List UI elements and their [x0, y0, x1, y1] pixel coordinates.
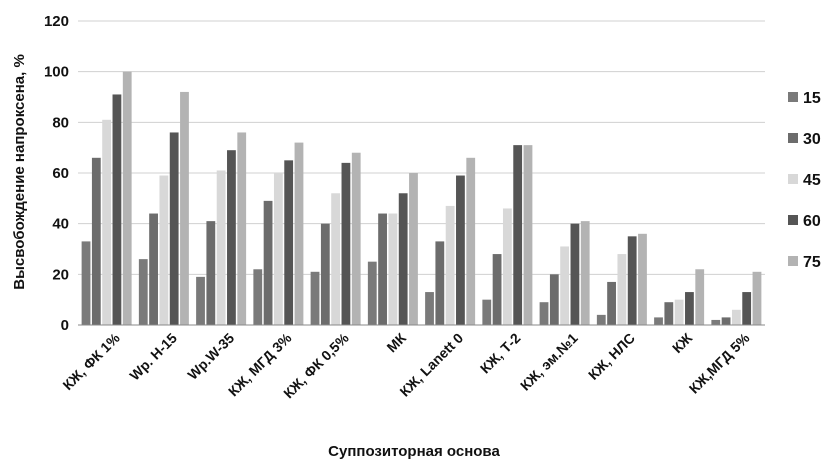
y-tick-label: 0	[61, 317, 69, 334]
bar-45-10	[617, 254, 627, 325]
bar-60-8	[513, 145, 523, 325]
x-category-label: МК	[383, 329, 409, 355]
legend-swatch-15	[788, 92, 798, 102]
bar-15-2	[138, 259, 148, 325]
bar-30-1	[91, 157, 101, 325]
legend-swatch-60	[788, 215, 798, 225]
bar-45-8	[502, 208, 512, 325]
y-tick-label: 100	[44, 64, 69, 81]
x-category-label: КЖ	[669, 330, 696, 357]
bar-60-2	[169, 132, 179, 325]
bar-75-3	[237, 132, 247, 325]
legend-label: 45	[803, 172, 821, 189]
x-category-label: КЖ, эм.№1	[517, 330, 581, 394]
legend-swatch-30	[788, 133, 798, 143]
bar-45-12	[731, 309, 741, 325]
bar-30-6	[378, 213, 387, 325]
bar-15-1	[81, 241, 91, 325]
bar-75-8	[523, 145, 533, 325]
y-axis-title: Высвобождение напроксена, %	[11, 54, 28, 290]
bar-75-10	[638, 233, 647, 325]
bar-30-3	[206, 221, 216, 325]
bar-15-10	[596, 314, 606, 325]
bar-15-8	[482, 299, 492, 325]
bar-60-4	[284, 160, 294, 325]
bar-45-4	[273, 173, 283, 325]
bar-60-9	[570, 223, 580, 325]
bar-45-9	[560, 246, 570, 325]
bar-30-12	[721, 317, 731, 325]
bar-60-10	[627, 236, 637, 325]
x-axis-title: Суппозиторная основа	[328, 443, 500, 460]
bar-30-9	[549, 274, 559, 325]
bar-15-6	[367, 261, 377, 325]
bar-75-5	[351, 152, 361, 325]
bar-75-1	[122, 71, 132, 326]
y-tick-label: 20	[52, 266, 69, 283]
x-category-label: КЖ, НЛС	[585, 330, 638, 383]
bar-75-12	[752, 271, 762, 325]
x-category-label: КЖ,МГД 5%	[686, 329, 753, 396]
bar-15-7	[425, 292, 434, 325]
bar-45-7	[445, 205, 455, 325]
bar-45-3	[216, 170, 226, 325]
bar-60-5	[341, 162, 351, 325]
legend-swatch-45	[788, 174, 798, 184]
bar-60-7	[456, 175, 465, 325]
y-tick-label: 120	[44, 13, 69, 30]
bar-45-2	[159, 175, 169, 325]
bar-15-5	[310, 271, 320, 325]
bar-30-8	[492, 254, 502, 325]
bar-45-6	[388, 213, 398, 325]
y-axis-tick-labels: 0 20 40 60 80 100 120	[44, 13, 69, 334]
x-category-label: КЖ, ФК 1%	[59, 329, 123, 393]
x-category-label: Wp.W-35	[184, 330, 237, 383]
bar-30-10	[607, 281, 616, 325]
bar-60-12	[742, 292, 752, 325]
bar-75-4	[294, 142, 304, 325]
legend-label: 15	[803, 90, 821, 107]
bar-75-6	[409, 173, 418, 325]
y-tick-label: 80	[52, 114, 69, 131]
bars	[81, 71, 762, 326]
legend-label: 60	[803, 213, 821, 230]
bar-30-5	[320, 223, 330, 325]
x-category-label: Wp. H-15	[126, 330, 180, 384]
legend-label: 30	[803, 131, 821, 148]
legend: 15 30 45 60 75	[788, 90, 821, 271]
bar-30-7	[435, 241, 445, 325]
bar-60-3	[227, 150, 236, 325]
gridlines	[78, 20, 765, 326]
y-tick-label: 60	[52, 165, 69, 182]
bar-60-6	[398, 193, 408, 325]
bar-45-1	[102, 119, 112, 325]
legend-label: 75	[803, 254, 821, 271]
bar-15-11	[654, 317, 663, 325]
bar-75-7	[466, 157, 476, 325]
bar-15-9	[539, 302, 549, 325]
bar-75-9	[580, 221, 590, 325]
bar-45-5	[331, 193, 341, 325]
bar-15-12	[711, 319, 721, 325]
bar-30-2	[149, 213, 158, 325]
bar-15-3	[196, 276, 205, 325]
bar-75-11	[695, 269, 705, 325]
bar-60-11	[685, 292, 694, 325]
bar-30-4	[263, 200, 273, 325]
bar-30-11	[664, 302, 674, 325]
bar-60-1	[112, 94, 122, 325]
legend-swatch-75	[788, 256, 798, 266]
y-tick-label: 40	[52, 216, 69, 233]
x-category-label: КЖ, Т-2	[477, 330, 524, 377]
bar-45-11	[674, 299, 684, 325]
bar-75-2	[180, 91, 189, 325]
bar-15-4	[253, 269, 263, 325]
